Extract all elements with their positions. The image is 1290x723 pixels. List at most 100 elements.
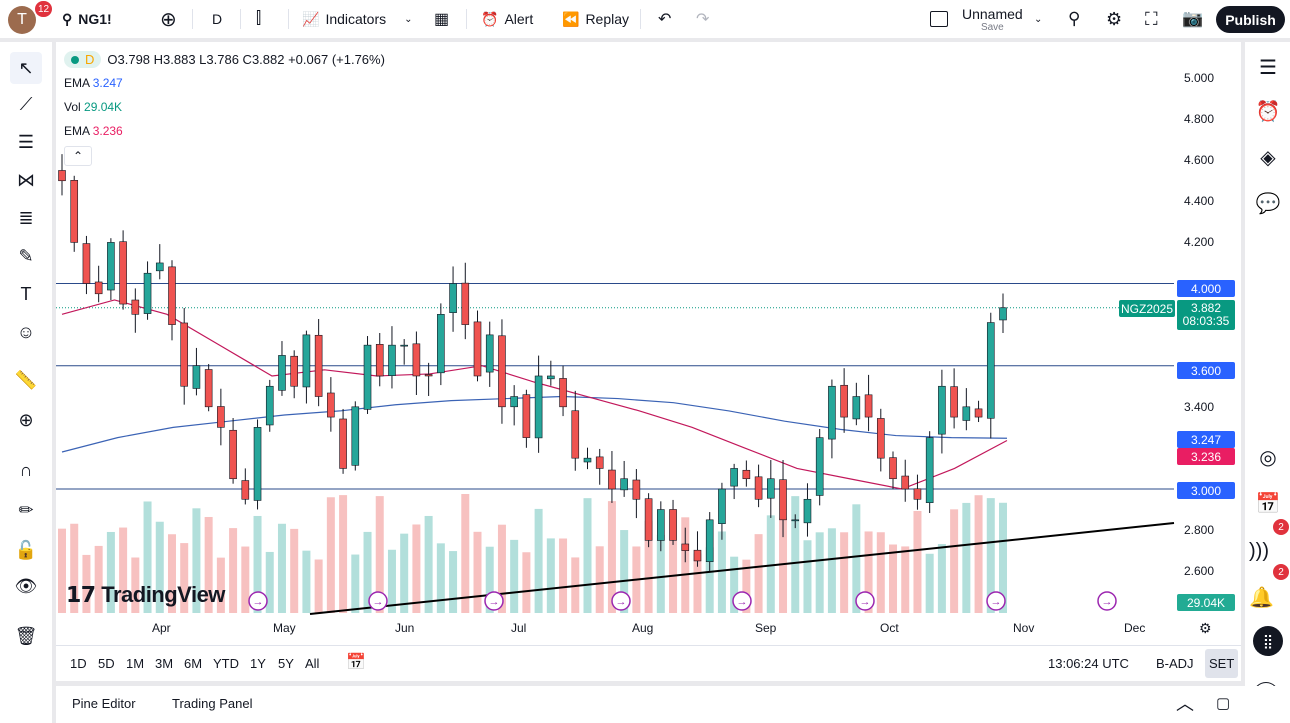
timeframe-5y[interactable]: 5Y: [278, 656, 294, 671]
volume-bar: [791, 496, 800, 613]
trading-panel-tab[interactable]: Trading Panel: [172, 696, 253, 711]
volume-bar: [522, 552, 531, 613]
session-button[interactable]: SET: [1205, 649, 1239, 678]
chevron-down-icon[interactable]: ⌄: [1034, 13, 1043, 25]
target-icon[interactable]: ◎: [1259, 446, 1277, 469]
volume-bar: [58, 528, 66, 613]
volume-bar: [742, 559, 751, 613]
timeframe-3m[interactable]: 3M: [155, 656, 174, 671]
candle-body: [828, 385, 836, 440]
chat-icon[interactable]: 💬: [1255, 192, 1281, 215]
timeframe-all[interactable]: All: [305, 656, 320, 671]
timeframe-6m[interactable]: 6M: [184, 656, 203, 671]
badj-button[interactable]: B-ADJ: [1156, 656, 1194, 671]
ema-legend-2[interactable]: EMA 3.236: [64, 124, 123, 138]
candle-body: [339, 418, 347, 469]
candle-body: [400, 344, 408, 347]
price-chart[interactable]: → → → → → → → →: [56, 42, 1241, 645]
volume-bar: [546, 538, 555, 613]
camera-icon[interactable]: 📷: [1182, 9, 1204, 28]
bell-icon[interactable]: 🔔: [1249, 586, 1274, 609]
ema-legend-1[interactable]: EMA 3.247: [64, 76, 123, 90]
chevron-up-icon[interactable]: ︿: [1176, 694, 1194, 714]
ema2-label: 3.236: [1177, 448, 1235, 465]
layers-icon[interactable]: ◈: [1260, 146, 1276, 169]
event-arrow-icon: →: [737, 596, 748, 608]
fullscreen-icon[interactable]: ⛶: [1145, 8, 1158, 29]
text-icon[interactable]: T: [20, 283, 32, 304]
quick-search-icon[interactable]: ⚲: [1068, 9, 1081, 28]
axis-settings-icon[interactable]: ⚙: [1199, 620, 1212, 636]
lock-drawings-icon[interactable]: ✏: [18, 499, 34, 520]
candle-body: [437, 314, 445, 374]
candle-body: [155, 262, 164, 272]
alert-button[interactable]: ⏰ Alert: [481, 10, 534, 28]
top-toolbar: T 12 ⚲ NG1! ⊕ D ⫿ 📈 Indicators ⌄ ▦ ⏰ Alert ⏪…: [0, 0, 1290, 38]
candle-body: [424, 374, 433, 377]
magnet-icon[interactable]: ∩: [19, 459, 33, 480]
replay-button[interactable]: ⏪ Replay: [562, 10, 630, 28]
timeframe-1y[interactable]: 1Y: [250, 656, 266, 671]
eye-icon[interactable]: 👁: [14, 575, 38, 596]
candle-body: [962, 406, 971, 421]
watchlist-icon[interactable]: ☰: [1259, 56, 1277, 79]
month-label: Dec: [1124, 621, 1146, 635]
indicators-button[interactable]: 📈 Indicators ⌄: [302, 10, 413, 28]
settings-icon[interactable]: ⚙: [1106, 8, 1123, 29]
publish-button[interactable]: Publish: [1216, 6, 1285, 33]
maximize-icon[interactable]: ▢: [1216, 695, 1231, 712]
volume-bar: [583, 498, 592, 613]
timeframe-1d[interactable]: 1D: [70, 656, 87, 671]
volume-bar: [497, 524, 506, 613]
layout-button[interactable]: [930, 0, 948, 38]
brush-icon[interactable]: ✎: [18, 245, 34, 266]
templates-icon[interactable]: ▦: [434, 11, 450, 28]
symbol-search[interactable]: ⚲ NG1!: [62, 10, 112, 28]
volume-bar: [436, 543, 445, 613]
cursor-icon[interactable]: ↖: [10, 52, 42, 84]
undo-icon[interactable]: ↶: [658, 11, 672, 28]
candle-body: [913, 488, 922, 500]
trash-icon[interactable]: 🗑: [14, 625, 38, 646]
redo-icon[interactable]: ↷: [696, 11, 710, 28]
volume-bar: [400, 533, 409, 613]
interval-button[interactable]: D: [212, 11, 223, 27]
feed-icon[interactable]: ))): [1249, 539, 1269, 562]
timeframe-5d[interactable]: 5D: [98, 656, 115, 671]
fib-icon[interactable]: ≣: [18, 207, 34, 228]
alarm-clock-icon[interactable]: ⏰: [1255, 100, 1281, 123]
layout-name[interactable]: Unnamed Save: [962, 5, 1023, 33]
price-tick: 4.600: [1184, 153, 1215, 168]
candle-body: [534, 375, 543, 439]
pine-editor-tab[interactable]: Pine Editor: [72, 696, 136, 711]
candles-icon[interactable]: ⫿: [256, 10, 262, 27]
timeframe-1m[interactable]: 1M: [126, 656, 145, 671]
notification-badge: 12: [35, 1, 53, 17]
collapse-legend-button[interactable]: ⌃: [64, 146, 92, 166]
compare-add-icon[interactable]: ⊕: [160, 8, 177, 31]
lock-icon[interactable]: 🔓: [14, 539, 38, 560]
trend-line-icon[interactable]: ⟋: [19, 93, 33, 114]
volume-bar: [155, 521, 164, 613]
candle-body: [693, 549, 702, 562]
pattern-icon[interactable]: ⋈: [17, 169, 35, 190]
ohlc-legend: D O3.798 H3.883 L3.786 C3.882 +0.067 (+1…: [64, 51, 385, 68]
timeframe-ytd[interactable]: YTD: [213, 656, 239, 671]
zoom-in-icon[interactable]: ⊕: [18, 409, 34, 430]
apps-icon[interactable]: ⣿: [1253, 626, 1283, 656]
ruler-icon[interactable]: 📏: [14, 369, 38, 390]
volume-bar: [534, 508, 543, 613]
volume-bar: [473, 531, 482, 613]
emoji-icon[interactable]: ☺: [16, 321, 36, 342]
price-tick: 5.000: [1184, 71, 1215, 85]
horizontal-lines-icon[interactable]: ☰: [17, 131, 35, 152]
calendar-icon[interactable]: 📅: [1255, 492, 1281, 515]
candle-body: [70, 180, 79, 243]
volume-bar: [449, 551, 458, 613]
candle-body: [241, 480, 250, 500]
avatar[interactable]: T: [8, 6, 36, 34]
chart-area[interactable]: → → → → → → → → D O3.798 H3.883 L3.786 C3.882 +…: [56, 42, 1241, 645]
date-range-icon[interactable]: 📅: [346, 654, 366, 671]
volume-legend[interactable]: Vol 29.04K: [64, 100, 123, 114]
clock[interactable]: 13:06:24 UTC: [1048, 656, 1129, 671]
